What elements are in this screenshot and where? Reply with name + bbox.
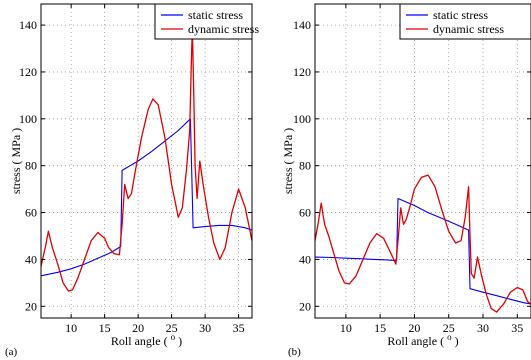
series-line-static: [41, 118, 252, 277]
y-tick-label: 20: [299, 299, 311, 313]
x-axis-label: Roll angle ( o ): [111, 332, 182, 348]
y-tick-label: 100: [19, 112, 37, 126]
x-tick-label: 25: [443, 321, 455, 335]
y-axis-label: stress ( MPa ): [9, 128, 23, 194]
chart-panel-2: 10 15 20 25 30 35 20 40 60 80 100 120 140 Roll angle …: [281, 3, 531, 358]
panel-label: (b): [288, 346, 301, 358]
legend-box: [399, 3, 531, 40]
x-tick-label: 35: [233, 321, 245, 335]
plot-frame: [314, 3, 531, 319]
series-group: [41, 29, 252, 292]
legend-label-dynamic: dynamic stress: [188, 22, 259, 36]
y-tick-label: 80: [25, 159, 37, 173]
x-tick-label: 10: [65, 321, 77, 335]
y-tick-label: 80: [299, 159, 311, 173]
y-tick-label: 20: [25, 299, 37, 313]
series-line-static: [315, 197, 531, 305]
y-tick-label: 100: [293, 112, 311, 126]
x-axis-label: Roll angle ( o ): [387, 332, 458, 348]
legend-label-dynamic: dynamic stress: [433, 22, 504, 36]
y-tick-label: 140: [19, 18, 37, 32]
legend-label-static: static stress: [433, 8, 488, 22]
y-tick-label: 60: [25, 206, 37, 220]
x-tick-label: 15: [374, 321, 386, 335]
legend-label-static: static stress: [188, 8, 243, 22]
x-axis-label-close: ): [175, 334, 182, 348]
series-line-dynamic: [315, 174, 531, 313]
x-tick-label: 30: [199, 321, 211, 335]
y-tick-label: 40: [25, 252, 37, 266]
x-tick-label: 15: [99, 321, 111, 335]
y-tick-label: 120: [19, 65, 37, 79]
panel-label: (a): [5, 346, 18, 358]
x-axis-label-main: Roll angle (: [387, 334, 447, 348]
y-axis-label: stress ( MPa ): [281, 128, 295, 194]
series-group: [315, 174, 531, 313]
x-axis-label-degree: o: [171, 332, 176, 342]
x-axis-label-close: ): [452, 334, 459, 348]
y-tick-label: 140: [293, 18, 311, 32]
x-tick-label: 20: [408, 321, 420, 335]
x-tick-label: 35: [511, 321, 523, 335]
series-line-dynamic: [41, 29, 252, 292]
y-tick-label: 120: [293, 65, 311, 79]
x-tick-label: 20: [132, 321, 144, 335]
y-tick-label: 40: [299, 252, 311, 266]
legend-box: [154, 3, 253, 40]
x-tick-label: 10: [340, 321, 352, 335]
x-tick-label: 30: [477, 321, 489, 335]
y-tick-label: 60: [299, 206, 311, 220]
x-tick-label: 25: [166, 321, 178, 335]
x-axis-label-main: Roll angle (: [111, 334, 171, 348]
x-axis-label-degree: o: [447, 332, 452, 342]
plot-frame: [40, 3, 253, 319]
chart-panel-1: 10 15 20 25 30 35 20 40 60 80 100 120 140 Roll angle …: [5, 3, 259, 358]
